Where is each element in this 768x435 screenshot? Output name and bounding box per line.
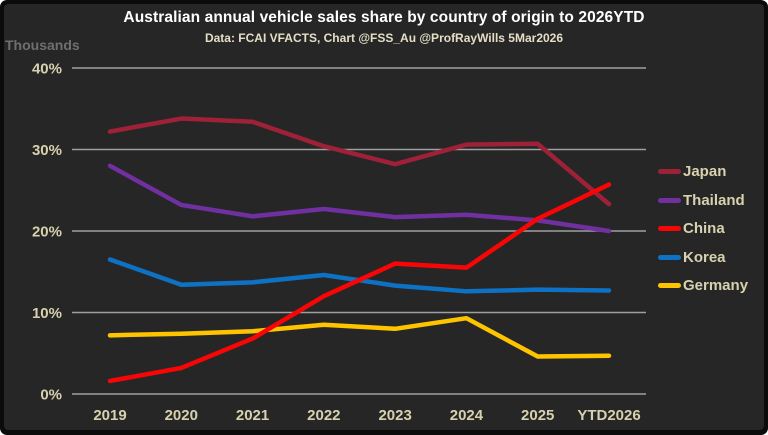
legend-label: Germany <box>683 277 749 294</box>
legend-dash-germany <box>658 283 681 288</box>
legend-item-korea: Korea <box>658 247 748 268</box>
legend-label: Korea <box>683 248 726 266</box>
legend-item-germany: Germany <box>658 275 748 296</box>
legend-item-japan: Japan <box>658 161 748 182</box>
legend-dash-china <box>658 226 681 231</box>
y-axis-unit-label: Thousands <box>5 37 80 53</box>
legend-label: Japan <box>683 163 727 180</box>
x-tick-label-2022: 2022 <box>307 407 340 424</box>
y-tick-label: 0% <box>40 387 62 404</box>
y-tick-label: 20% <box>32 224 62 241</box>
chart-title: Australian annual vehicle sales share by… <box>123 9 645 26</box>
y-tick-label: 10% <box>32 305 62 322</box>
legend-item-thailand: Thailand <box>658 190 748 211</box>
x-tick-label-2020: 2020 <box>165 407 198 424</box>
series-line-korea <box>107 257 612 294</box>
y-tick-label: 30% <box>32 142 62 159</box>
legend-dash-japan <box>658 169 681 174</box>
x-tick-label-YTD2026: YTD2026 <box>577 407 640 424</box>
y-tick-label: 40% <box>32 61 62 78</box>
series-line-germany <box>107 315 612 359</box>
series-line-japan <box>107 116 612 207</box>
x-tick-label-2021: 2021 <box>236 407 269 424</box>
legend-item-china: China <box>658 218 748 239</box>
legend-label: Thailand <box>683 191 745 209</box>
x-tick-label-2023: 2023 <box>378 407 411 424</box>
series-line-china <box>107 182 612 384</box>
chart-subtitle: Data: FCAI VFACTS, Chart @FSS_Au @ProfRa… <box>204 31 564 45</box>
series-line-thailand <box>107 163 612 234</box>
legend-dash-korea <box>658 254 681 260</box>
x-tick-label-2024: 2024 <box>450 407 484 424</box>
legend-dash-thailand <box>658 197 681 203</box>
x-tick-label-2025: 2025 <box>521 407 554 424</box>
legend-label: China <box>683 220 725 237</box>
legend: Japan Thailand China Korea Germany <box>658 161 748 304</box>
x-tick-label-2019: 2019 <box>93 407 126 424</box>
